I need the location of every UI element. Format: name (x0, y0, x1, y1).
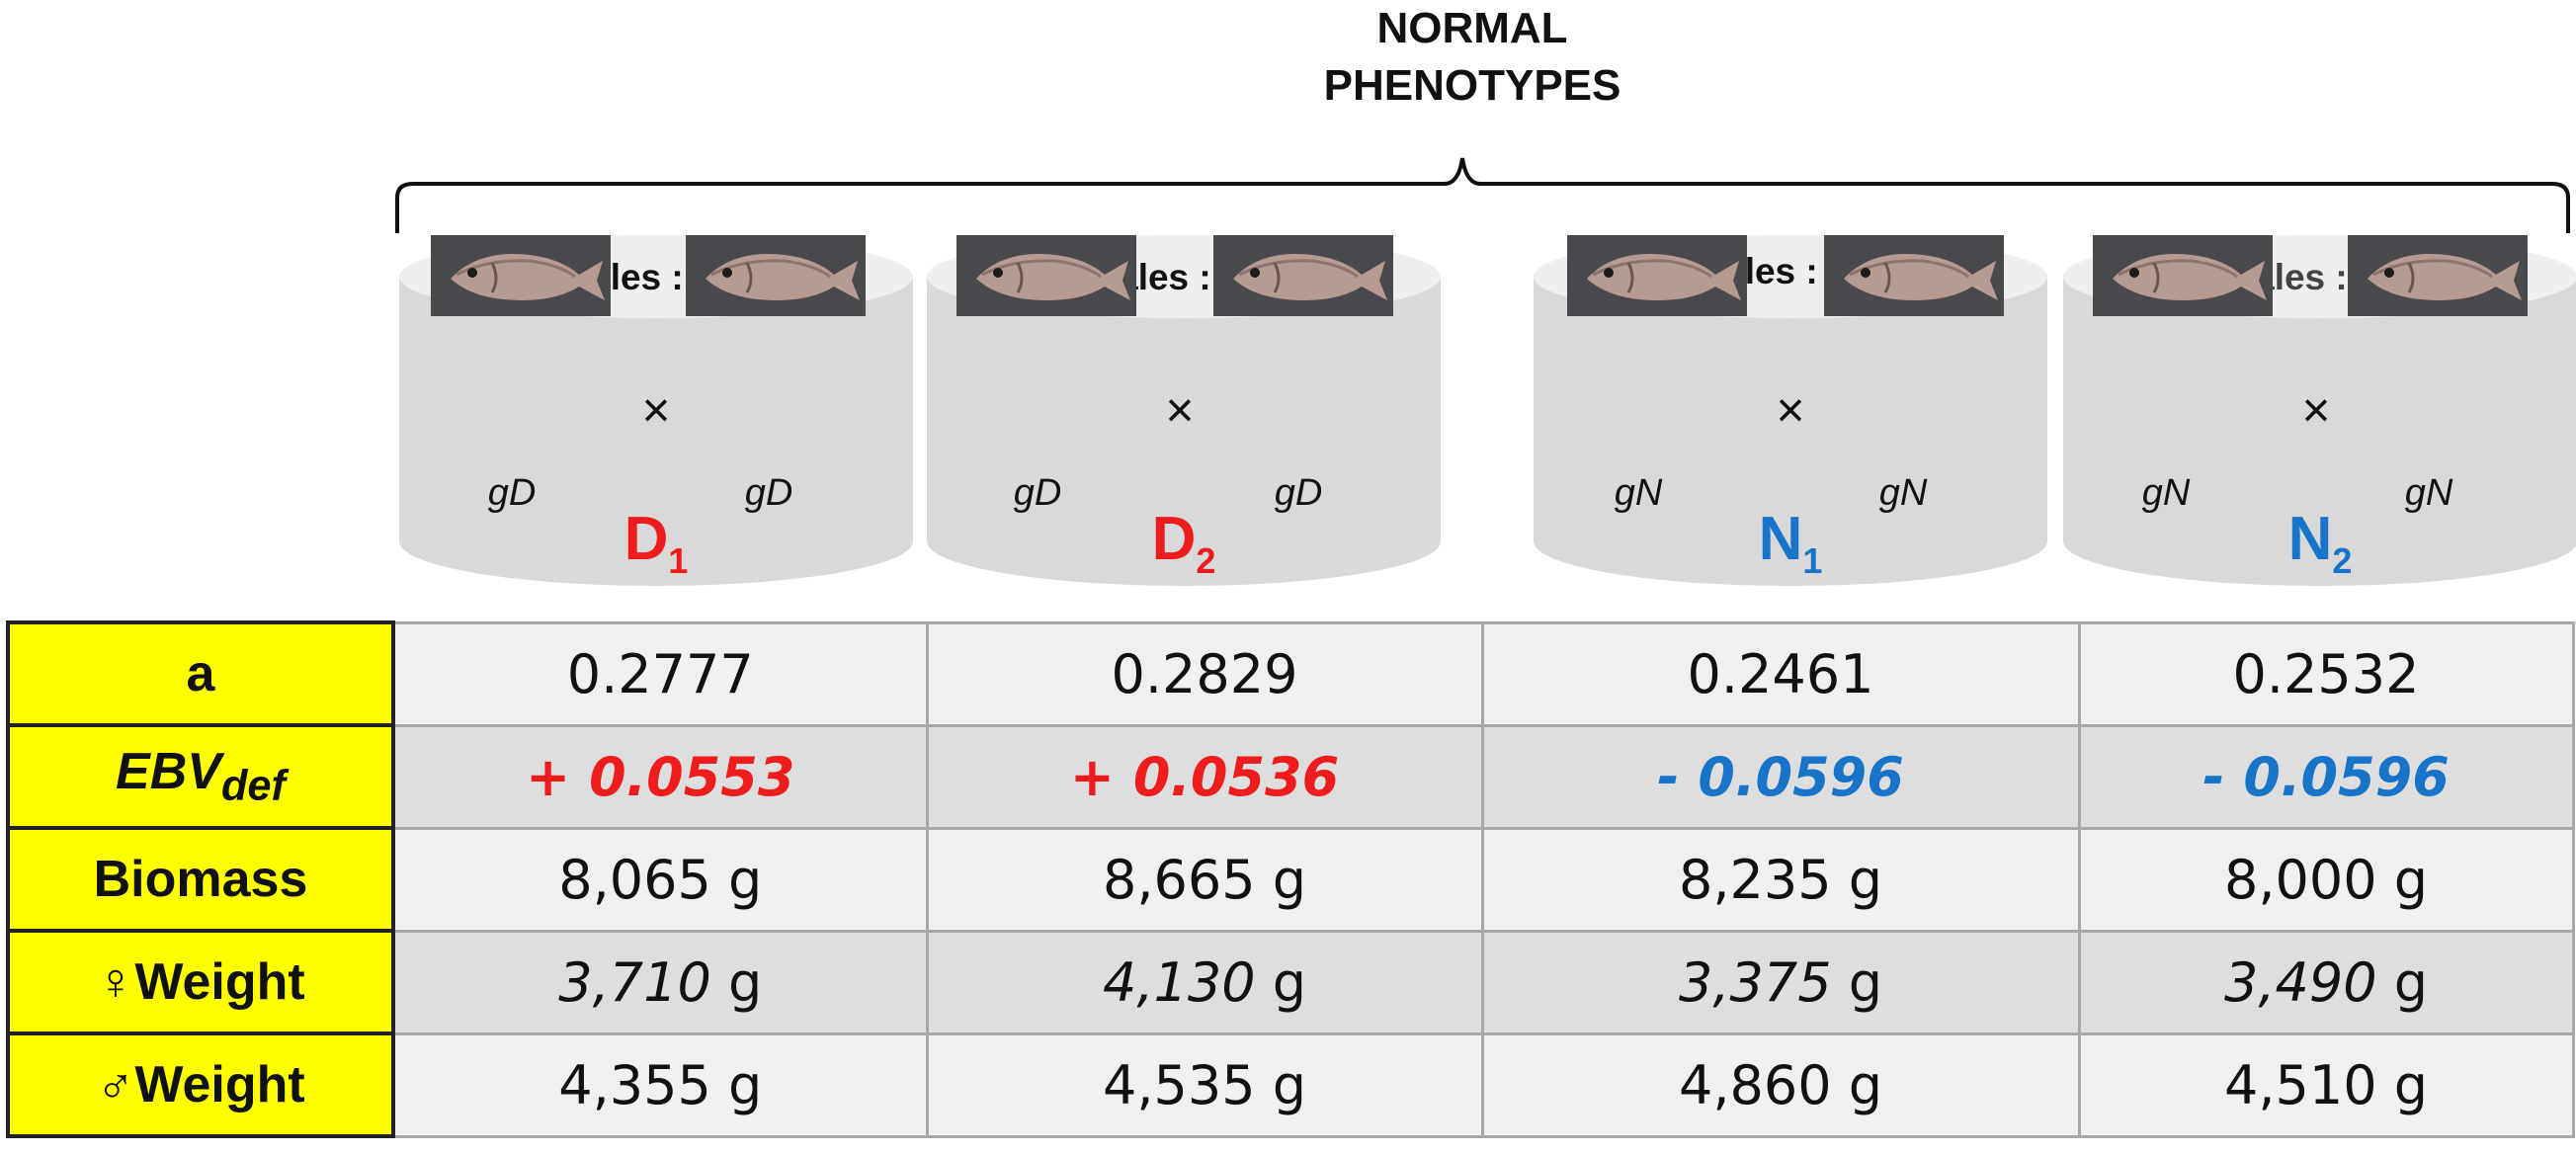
fish-photo-female (1567, 235, 1747, 316)
row-label-female-weight: ♀Weight (6, 929, 395, 1035)
cell-ebv-d2: + 0.0536 (925, 723, 1484, 830)
cell-male-weight-n2: 4,510 g (2077, 1031, 2575, 1138)
fish-photo-male (2348, 235, 2528, 316)
tank-n1: 4 Females : 6 males × gN gN N1 (1534, 235, 2047, 586)
cross-symbol: × (1776, 382, 1805, 438)
cell-male-weight-d1: 4,355 g (391, 1031, 929, 1138)
row-label-biomass: Biomass (6, 826, 395, 933)
cross-symbol: × (2301, 382, 2331, 438)
cell-biomass-d2: 8,665 g (925, 826, 1484, 933)
tank-d1: 3 Females : 3 males × gD gD D1 (399, 235, 913, 586)
row-label-ebv: EBVdef (6, 723, 395, 830)
family-stats-table: a 0.2777 0.2829 0.2461 0.2532 EBVdef + 0… (6, 620, 2575, 1138)
table-row: ♀Weight 3,710 g 4,130 g 3,375 g 3,490 g (6, 929, 2575, 1035)
cell-a-d2: 0.2829 (925, 620, 1484, 727)
cell-a-n2: 0.2532 (2077, 620, 2575, 727)
family-label: N1 (1758, 505, 1823, 581)
genotype-right: gD (1274, 472, 1323, 514)
cell-female-weight-n2: 3,490 g (2077, 929, 2575, 1035)
table-row: a 0.2777 0.2829 0.2461 0.2532 (6, 620, 2575, 727)
genotype-left: gD (1013, 472, 1062, 514)
family-label: D1 (623, 505, 689, 581)
genotype-right: gN (1878, 472, 1928, 514)
heading-line-2: PHENOTYPES (1323, 61, 1621, 110)
cell-female-weight-n1: 3,375 g (1480, 929, 2081, 1035)
genotype-left: gN (1614, 472, 1663, 514)
cell-biomass-n2: 8,000 g (2077, 826, 2575, 933)
cross-symbol: × (641, 382, 671, 438)
table-row: ♂Weight 4,355 g 4,535 g 4,860 g 4,510 g (6, 1031, 2575, 1138)
cell-biomass-n1: 8,235 g (1480, 826, 2081, 933)
cell-female-weight-d2: 4,130 g (925, 929, 1484, 1035)
tank-n2: 4 Females : 6 males × gN gN N2 (2063, 235, 2576, 586)
cell-male-weight-n1: 4,860 g (1480, 1031, 2081, 1138)
normal-phenotypes-heading: NORMAL PHENOTYPES (1275, 0, 1670, 115)
fish-photo-male (1213, 235, 1393, 316)
genotype-left: gD (487, 472, 537, 514)
table-row: Biomass 8,065 g 8,665 g 8,235 g 8,000 g (6, 826, 2575, 933)
fish-photo-female (956, 235, 1136, 316)
cell-a-d1: 0.2777 (391, 620, 929, 727)
genotype-right: gD (744, 472, 793, 514)
cell-ebv-n1: - 0.0596 (1480, 723, 2081, 830)
table-row: EBVdef + 0.0553 + 0.0536 - 0.0596 - 0.05… (6, 723, 2575, 830)
genotype-left: gN (2141, 472, 2191, 514)
row-label-male-weight: ♂Weight (6, 1031, 395, 1138)
cell-ebv-n2: - 0.0596 (2077, 723, 2575, 830)
grouping-brace (395, 157, 2570, 233)
cell-biomass-d1: 8,065 g (391, 826, 929, 933)
tank-d2: 3 Females : 3 males × gD gD D2 (927, 235, 1441, 586)
cell-male-weight-d2: 4,535 g (925, 1031, 1484, 1138)
fish-photo-male (686, 235, 866, 316)
heading-line-1: NORMAL (1376, 4, 1568, 52)
row-label-a: a (6, 620, 395, 727)
cross-symbol: × (1165, 382, 1195, 438)
cell-ebv-d1: + 0.0553 (391, 723, 929, 830)
cell-a-n1: 0.2461 (1480, 620, 2081, 727)
cell-female-weight-d1: 3,710 g (391, 929, 929, 1035)
fish-photo-female (431, 235, 611, 316)
family-label: D2 (1151, 505, 1216, 581)
family-label: N2 (2287, 505, 2353, 581)
fish-photo-male (1824, 235, 2004, 316)
genotype-right: gN (2404, 472, 2453, 514)
fish-photo-female (2093, 235, 2273, 316)
